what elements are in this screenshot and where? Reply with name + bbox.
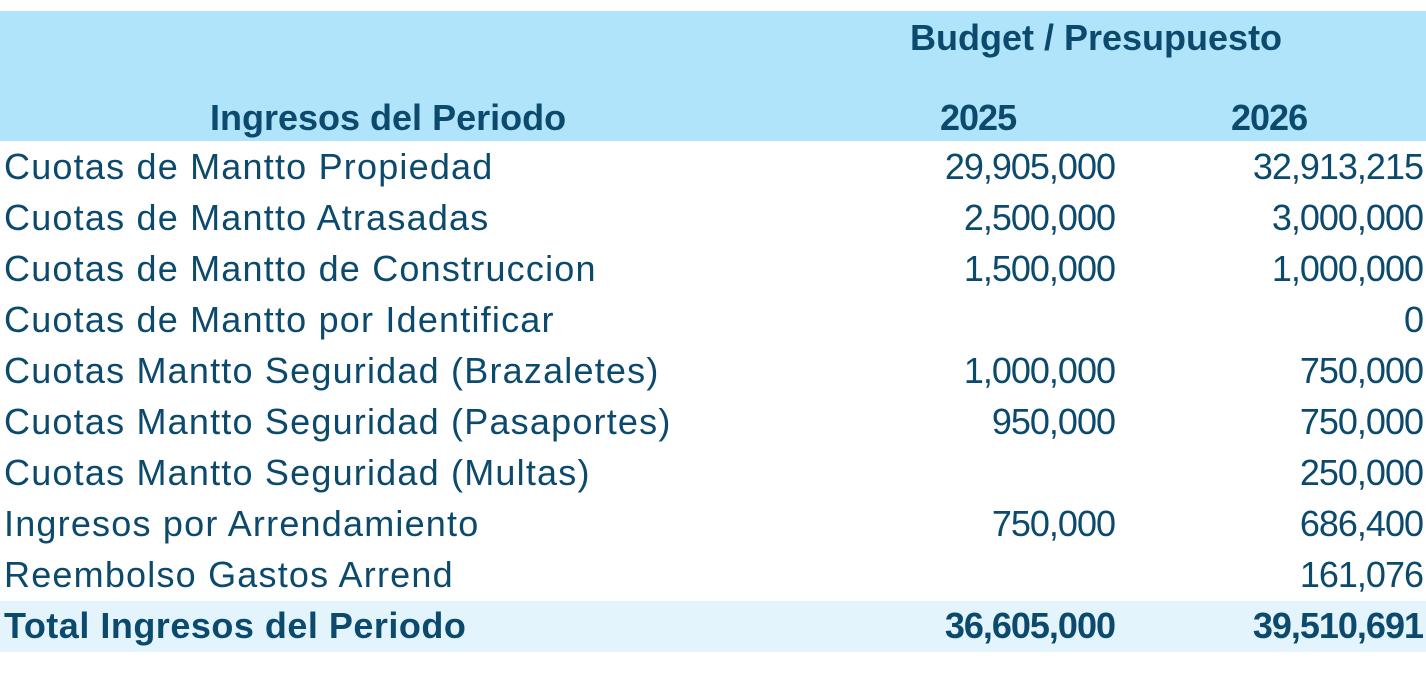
total-row: Total Ingresos del Periodo 36,605,000 39,5… [0, 601, 1426, 652]
row-label: Cuotas Mantto Seguridad (Brazaletes) [4, 350, 660, 391]
row-label: Cuotas de Mantto Propiedad [4, 146, 494, 187]
year-2025-header: 2025 [940, 97, 1017, 138]
table-header: Budget / Presupuesto Ingresos del Period… [0, 11, 1426, 141]
value-2025: 750,000 [991, 503, 1116, 544]
value-2025: 1,500,000 [963, 248, 1116, 289]
year-2026-header: 2026 [1231, 97, 1308, 138]
row-label: Cuotas de Mantto Atrasadas [4, 197, 490, 238]
table-row: Reembolso Gastos Arrend 161,076 [0, 550, 1426, 601]
total-label: Total Ingresos del Periodo [4, 605, 467, 646]
value-2026: 1,000,000 [1271, 248, 1424, 289]
value-2026: 32,913,215 [1252, 146, 1424, 187]
row-label: Cuotas Mantto Seguridad (Pasaportes) [4, 401, 672, 442]
row-label: Cuotas Mantto Seguridad (Multas) [4, 452, 591, 493]
table-row: Cuotas de Mantto Propiedad 29,905,000 32,9… [0, 142, 1426, 193]
value-2025: 1,000,000 [963, 350, 1116, 391]
table-row: Ingresos por Arrendamiento 750,000 686,400 [0, 499, 1426, 550]
table-row: Cuotas Mantto Seguridad (Brazaletes) 1,00… [0, 346, 1426, 397]
row-label: Ingresos por Arrendamiento [4, 503, 480, 544]
value-2026: 161,076 [1299, 554, 1424, 595]
budget-group-title: Budget / Presupuesto [910, 17, 1283, 58]
value-2025: 950,000 [991, 401, 1116, 442]
value-2026: 3,000,000 [1271, 197, 1424, 238]
total-2026: 39,510,691 [1252, 605, 1424, 646]
table-row: Cuotas de Mantto por Identificar 0 [0, 295, 1426, 346]
value-2026: 750,000 [1299, 401, 1424, 442]
total-2025: 36,605,000 [944, 605, 1116, 646]
table-row: Cuotas de Mantto de Construccion 1,500,00… [0, 244, 1426, 295]
row-label: Reembolso Gastos Arrend [4, 554, 454, 595]
table-row: Cuotas Mantto Seguridad (Multas) 250,000 [0, 448, 1426, 499]
value-2026: 750,000 [1299, 350, 1424, 391]
value-2026: 250,000 [1299, 452, 1424, 493]
value-2026: 0 [1403, 299, 1424, 340]
table-row: Cuotas Mantto Seguridad (Pasaportes) 950,… [0, 397, 1426, 448]
row-label: Cuotas de Mantto por Identificar [4, 299, 555, 340]
value-2025: 29,905,000 [944, 146, 1116, 187]
value-2026: 686,400 [1299, 503, 1424, 544]
row-header-title: Ingresos del Periodo [210, 97, 567, 138]
value-2025: 2,500,000 [963, 197, 1116, 238]
table-row: Cuotas de Mantto Atrasadas 2,500,000 3,000… [0, 193, 1426, 244]
row-label: Cuotas de Mantto de Construccion [4, 248, 597, 289]
